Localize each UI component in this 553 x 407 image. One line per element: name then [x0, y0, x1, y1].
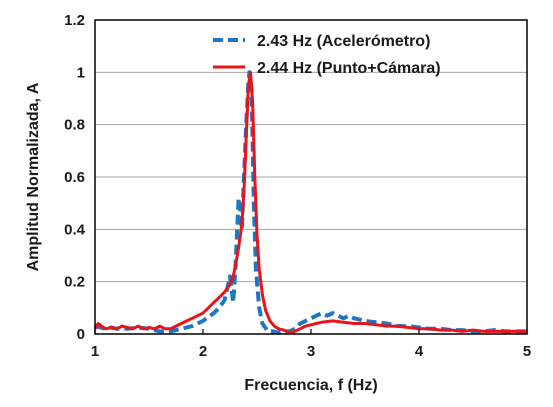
y-tick-label: 0.8	[64, 117, 85, 134]
series-line-1	[94, 70, 527, 335]
x-axis-title: Frecuencia, f (Hz)	[244, 377, 377, 394]
x-tick-label: 1	[91, 343, 99, 360]
tick-labels: 0 0.2 0.4 0.6 0.8 1 1.2 1 2 3 4 5	[64, 12, 531, 360]
legend: 2.43 Hz (Acelerómetro) 2.44 Hz (Punto+Cám…	[213, 33, 441, 77]
x-tick-label: 3	[307, 343, 315, 360]
y-tick-label: 0.6	[64, 169, 85, 186]
y-tick-label: 0.4	[64, 221, 86, 238]
series-lines	[93, 70, 527, 335]
y-tick-label: 1.2	[64, 12, 85, 29]
legend-label-2: 2.44 Hz (Punto+Cámara)	[257, 60, 441, 77]
y-tick-label: 0.2	[64, 274, 85, 291]
y-axis-title: Amplitud Normalizada, A	[25, 82, 42, 271]
series-line-2	[93, 70, 527, 335]
x-tick-label: 2	[199, 343, 207, 360]
y-tick-label: 0	[77, 326, 85, 343]
y-tick-label: 1	[77, 64, 85, 81]
gridlines	[95, 71, 527, 283]
legend-label-1: 2.43 Hz (Acelerómetro)	[257, 33, 430, 50]
x-tick-label: 4	[415, 343, 424, 360]
x-tick-label: 5	[523, 343, 531, 360]
